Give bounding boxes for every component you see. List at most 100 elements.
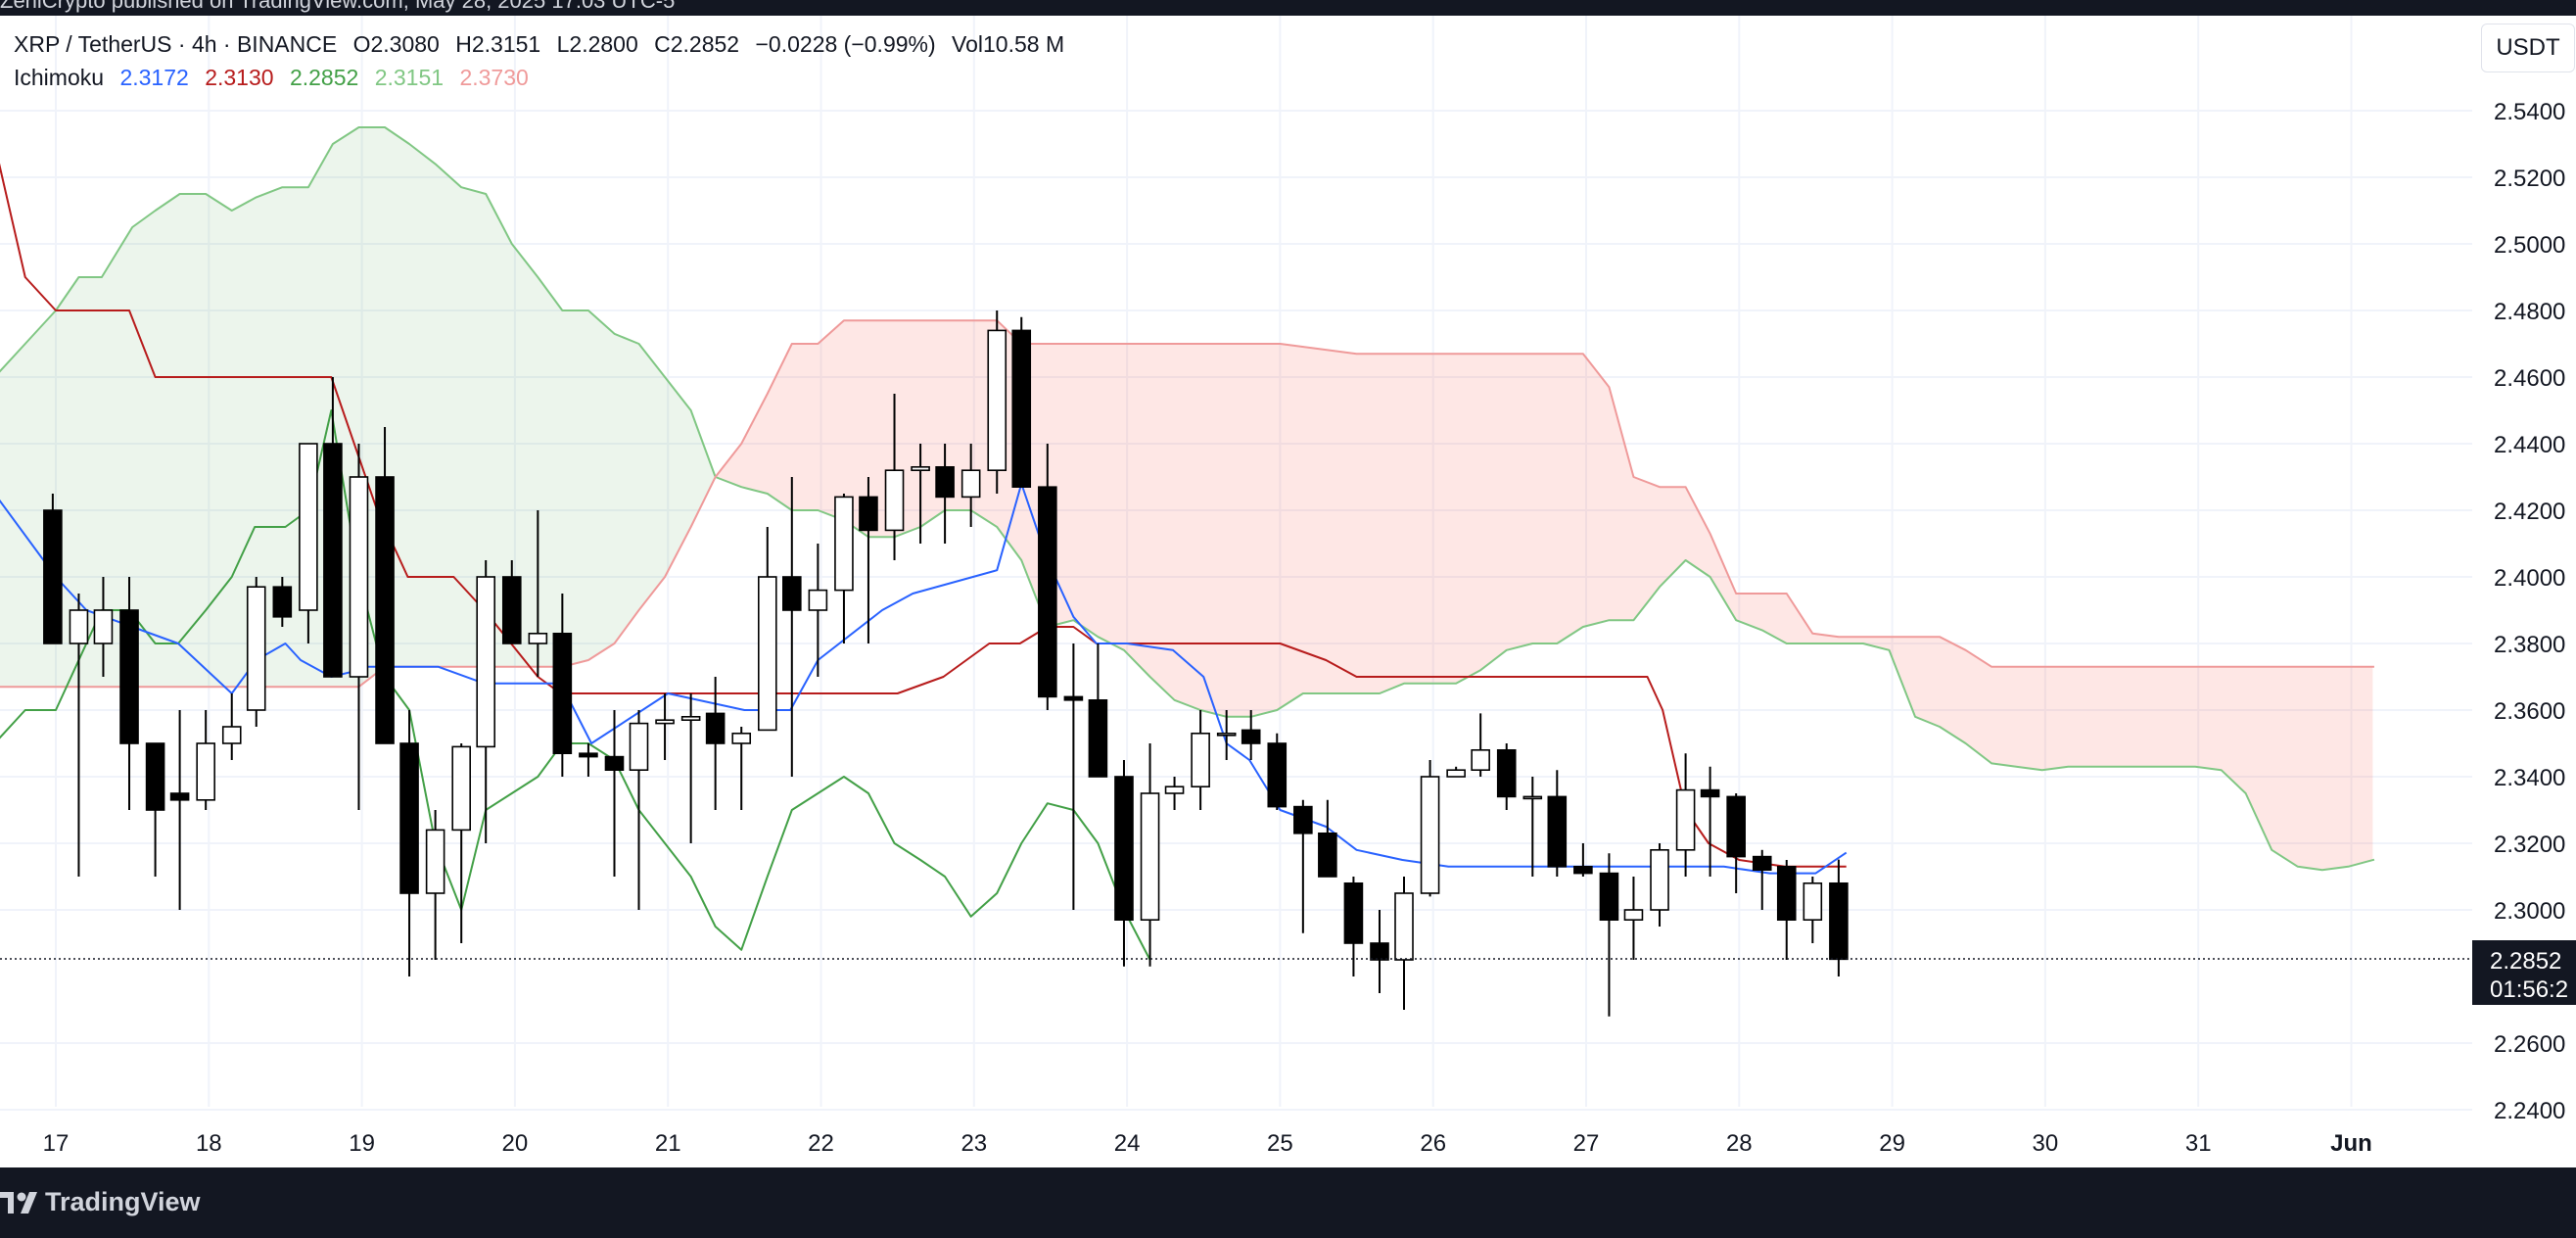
indicator-legend[interactable]: Ichimoku 2.3172 2.3130 2.2852 2.3151 2.3… (14, 65, 539, 91)
candle[interactable] (1318, 799, 1337, 878)
candle-body-up (655, 719, 675, 725)
indicator-value-kijun: 2.3130 (205, 65, 274, 90)
candle[interactable] (1343, 877, 1364, 976)
indicator-name[interactable]: Ichimoku (14, 65, 105, 90)
candle[interactable] (808, 544, 828, 677)
candles[interactable] (43, 310, 1849, 1017)
candle[interactable] (1803, 877, 1823, 943)
symbol-title[interactable]: XRP / TetherUS · 4h · BINANCE (14, 31, 338, 57)
candle[interactable] (1140, 743, 1160, 967)
candle[interactable] (1241, 710, 1261, 760)
candle[interactable] (1446, 766, 1466, 778)
candle[interactable] (451, 743, 471, 943)
candle[interactable] (1776, 860, 1797, 960)
candle[interactable] (43, 494, 63, 644)
candle[interactable] (1038, 444, 1057, 710)
candle[interactable] (680, 693, 701, 843)
candle[interactable] (579, 743, 598, 777)
candle-body-up (221, 726, 242, 744)
candle[interactable] (1471, 713, 1490, 777)
candle[interactable] (299, 443, 318, 643)
candle-body-up (884, 469, 905, 532)
candle[interactable] (1522, 777, 1543, 877)
tradingview-logo-icon[interactable] (0, 1192, 39, 1214)
candle[interactable] (93, 577, 114, 677)
candle[interactable] (1752, 849, 1772, 910)
candle[interactable] (731, 727, 752, 810)
candle[interactable] (1623, 877, 1644, 960)
candle[interactable] (1420, 760, 1440, 897)
brand-name[interactable]: TradingView (45, 1187, 201, 1216)
candle[interactable] (501, 560, 522, 644)
price-tick-label: 2.3600 (2494, 698, 2565, 725)
candle[interactable] (528, 510, 548, 677)
candle[interactable] (119, 577, 139, 810)
candle[interactable] (375, 427, 395, 744)
candle[interactable] (552, 594, 573, 777)
candle[interactable] (1216, 710, 1237, 760)
candle[interactable] (911, 444, 930, 544)
candle-body-down (43, 509, 63, 644)
candle[interactable] (705, 677, 726, 810)
candle[interactable] (69, 594, 89, 877)
candle[interactable] (629, 710, 649, 910)
candle[interactable] (272, 577, 293, 627)
candle[interactable] (145, 742, 165, 877)
candle[interactable] (476, 560, 496, 843)
candle[interactable] (604, 710, 625, 877)
candle[interactable] (1293, 799, 1313, 933)
candle[interactable] (1011, 316, 1032, 488)
candle[interactable] (1700, 766, 1720, 877)
candle[interactable] (1394, 877, 1414, 1010)
candle[interactable] (859, 477, 878, 643)
candle[interactable] (960, 444, 981, 527)
candle[interactable] (782, 477, 802, 777)
candle[interactable] (935, 444, 955, 544)
candle[interactable] (834, 494, 854, 643)
time-tick-label: 31 (2185, 1130, 2212, 1157)
candle[interactable] (1650, 843, 1669, 927)
currency-unit-button[interactable]: USDT (2481, 24, 2575, 72)
candle[interactable] (1114, 760, 1134, 967)
candle[interactable] (1829, 859, 1849, 976)
time-axis[interactable]: 17 18 19 20 21 22 23 24 25 26 27 28 29 30 31 Jun (43, 1130, 2372, 1157)
candle[interactable] (1164, 777, 1185, 810)
candle[interactable] (1496, 743, 1517, 810)
candle[interactable] (1370, 910, 1389, 993)
candle[interactable] (323, 377, 343, 678)
candle[interactable] (987, 310, 1007, 494)
candle[interactable] (1726, 793, 1746, 893)
candle[interactable] (246, 577, 266, 727)
candle[interactable] (1547, 770, 1568, 877)
ichimoku-chart[interactable]: 2.5400 2.5200 2.5000 2.4800 2.4600 2.4400 2.42… (0, 16, 2576, 1167)
candle[interactable] (884, 394, 905, 560)
price-axis[interactable]: 2.5400 2.5200 2.5000 2.4800 2.4600 2.4400 2.42… (2472, 16, 2576, 1167)
candle[interactable] (399, 710, 419, 976)
candle[interactable] (1063, 643, 1084, 910)
symbol-legend[interactable]: XRP / TetherUS · 4h · BINANCE O2.3080 H2… (14, 31, 1074, 58)
last-price-value: 2.2852 (2490, 948, 2561, 975)
candle[interactable] (1599, 853, 1619, 1017)
candle[interactable] (349, 444, 369, 810)
candle[interactable] (169, 710, 190, 910)
candle[interactable] (196, 710, 215, 810)
candle-body-up (476, 576, 496, 748)
time-tick-label: 29 (1879, 1130, 1905, 1157)
candle[interactable] (757, 527, 777, 732)
candle-body-up (246, 586, 266, 711)
candle[interactable] (1267, 733, 1288, 810)
candle[interactable] (1088, 643, 1108, 778)
time-tick-label: 26 (1420, 1130, 1446, 1157)
candle[interactable] (221, 693, 242, 760)
candle-body-up (1394, 892, 1414, 961)
candle[interactable] (425, 810, 445, 960)
candle-body-up (911, 465, 930, 471)
price-tick-label: 2.5400 (2494, 99, 2565, 125)
candle[interactable] (1675, 753, 1696, 877)
candle[interactable] (655, 693, 675, 760)
candle[interactable] (1191, 710, 1210, 810)
candle-body-down (1700, 788, 1720, 798)
price-tick-label: 2.4400 (2494, 432, 2565, 458)
candle[interactable] (1573, 843, 1593, 877)
candle-body-down (1752, 855, 1772, 871)
